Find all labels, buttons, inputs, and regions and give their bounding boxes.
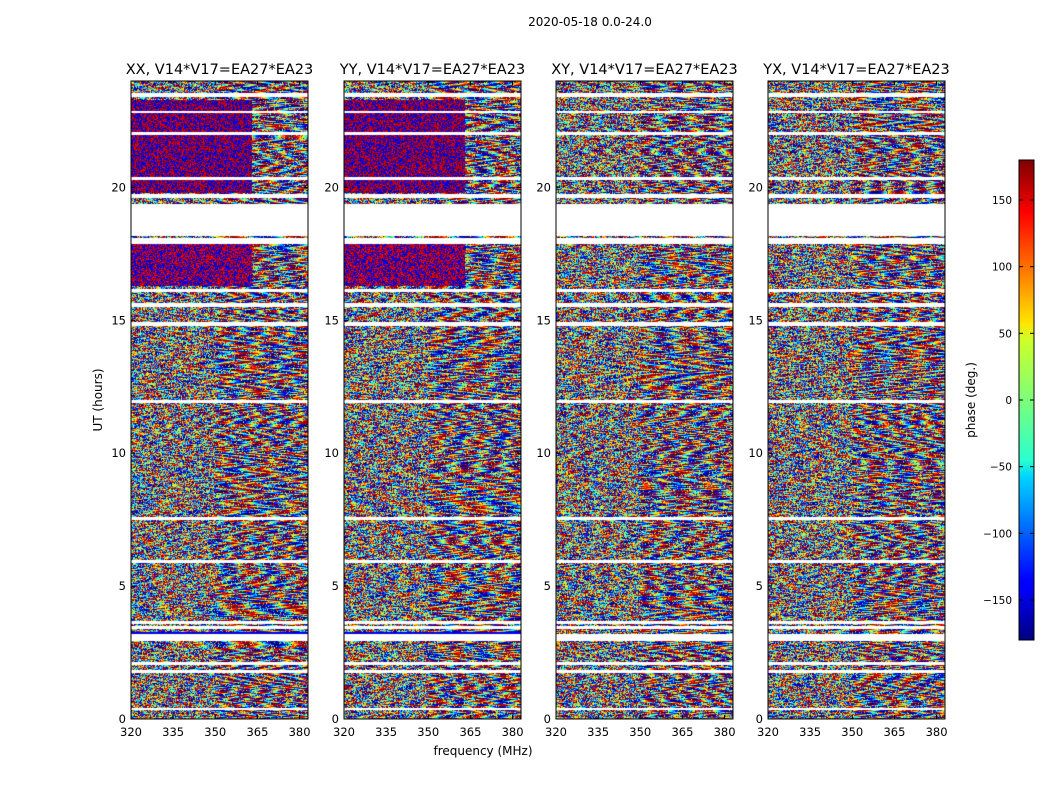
x-tick-label: 350 <box>204 725 226 739</box>
panel-title: XY, V14*V17=EA27*EA23 <box>551 62 737 78</box>
panel-title: YX, V14*V17=EA27*EA23 <box>762 62 949 78</box>
x-tick-label: 350 <box>417 725 439 739</box>
figure-suptitle: 2020-05-18 0.0-24.0 <box>528 15 652 29</box>
x-tick-label: 335 <box>162 725 184 739</box>
panel-yy: YY, V14*V17=EA27*EA23 320 335 350 365 380 0 5 10… <box>324 62 525 739</box>
x-tick-label: 320 <box>757 725 779 739</box>
plot-frame <box>130 80 309 720</box>
x-tick-label: 320 <box>545 725 567 739</box>
x-tick-label: 380 <box>502 725 524 739</box>
colorbar-tick-label: 50 <box>999 328 1012 340</box>
y-tick-label: 15 <box>536 313 551 327</box>
y-tick-label: 0 <box>332 712 339 726</box>
y-tick-label: 5 <box>544 579 551 593</box>
y-tick-label: 15 <box>111 313 126 327</box>
plot-frame <box>555 80 734 720</box>
colorbar-tick-label: 0 <box>1005 395 1012 407</box>
phase-heatmap-yx <box>768 81 945 719</box>
phase-heatmap-xy <box>556 81 733 719</box>
y-tick-label: 20 <box>111 180 126 194</box>
plot-frame <box>343 80 522 720</box>
y-tick-label: 20 <box>748 180 763 194</box>
y-tick-label: 10 <box>324 446 339 460</box>
x-tick-label: 350 <box>841 725 863 739</box>
x-tick-label: 350 <box>629 725 651 739</box>
y-tick-label: 0 <box>756 712 763 726</box>
x-tick-label: 365 <box>883 725 905 739</box>
colorbar-tick-label: 150 <box>992 195 1012 207</box>
x-tick-label: 380 <box>289 725 311 739</box>
colorbar-tick-label: 100 <box>992 262 1012 274</box>
y-tick-label: 0 <box>119 712 126 726</box>
y-tick-label: 20 <box>536 180 551 194</box>
x-tick-label: 365 <box>459 725 481 739</box>
panel-title: YY, V14*V17=EA27*EA23 <box>339 62 525 78</box>
colorbar-tick-label: −150 <box>983 595 1012 607</box>
panel-xy: XY, V14*V17=EA27*EA23 320 335 350 365 380 0 5 10… <box>536 62 737 739</box>
y-tick-label: 10 <box>111 446 126 460</box>
x-tick-label: 320 <box>333 725 355 739</box>
x-tick-label: 380 <box>714 725 736 739</box>
x-axis-label: frequency (MHz) <box>433 744 532 758</box>
y-tick-label: 0 <box>544 712 551 726</box>
y-tick-label: 5 <box>119 579 126 593</box>
plot-frame <box>767 80 946 720</box>
y-tick-label: 10 <box>536 446 551 460</box>
y-tick-label: 15 <box>324 313 339 327</box>
panel-title: XX, V14*V17=EA27*EA23 <box>126 62 314 78</box>
y-tick-label: 5 <box>756 579 763 593</box>
y-tick-label: 5 <box>332 579 339 593</box>
x-tick-label: 335 <box>799 725 821 739</box>
x-tick-label: 335 <box>587 725 609 739</box>
x-tick-label: 365 <box>246 725 268 739</box>
phase-heatmap-yy <box>344 81 521 719</box>
x-tick-label: 365 <box>671 725 693 739</box>
colorbar: 150 100 50 0 −50 −100 −150 <box>983 159 1035 641</box>
panel-xx: XX, V14*V17=EA27*EA23 320 335 350 365 380 0 5 10… <box>111 62 313 739</box>
x-tick-label: 320 <box>120 725 142 739</box>
x-tick-label: 380 <box>926 725 948 739</box>
panel-yx: YX, V14*V17=EA27*EA23 320 335 350 365 380 0 5 10… <box>748 62 949 739</box>
y-axis-label: UT (hours) <box>91 368 105 431</box>
phase-heatmap-xx <box>131 81 308 719</box>
y-tick-label: 10 <box>748 446 763 460</box>
colorbar-tick-label: −100 <box>983 528 1012 540</box>
colorbar-tick-label: −50 <box>990 462 1012 474</box>
colorbar-label: phase (deg.) <box>964 362 978 438</box>
x-tick-label: 335 <box>375 725 397 739</box>
y-tick-label: 20 <box>324 180 339 194</box>
y-tick-label: 15 <box>748 313 763 327</box>
